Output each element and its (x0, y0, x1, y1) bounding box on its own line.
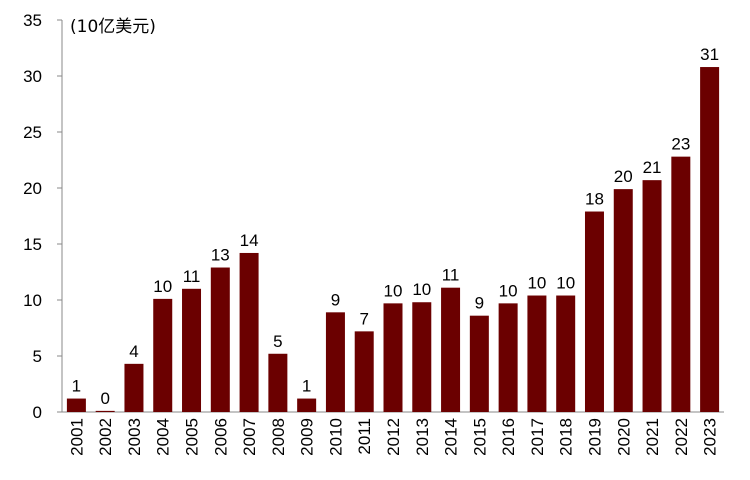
bar-2005 (182, 288, 202, 412)
x-tick-label-2016: 2016 (499, 418, 518, 456)
y-tick-label: 20 (23, 179, 42, 198)
bar-value-label-2006: 13 (211, 246, 230, 265)
y-tick-label: 10 (23, 291, 42, 310)
x-tick-label-2003: 2003 (125, 418, 144, 456)
x-tick-label-2012: 2012 (384, 418, 403, 456)
x-tick-label-2006: 2006 (211, 418, 230, 456)
y-tick-label: 30 (23, 67, 42, 86)
bar-value-label-2017: 10 (527, 274, 546, 293)
bar-2014 (441, 287, 461, 412)
bar-2011 (354, 331, 374, 412)
bar-2021 (642, 180, 662, 412)
bar-value-label-2005: 11 (183, 267, 201, 286)
bar-value-label-2009: 1 (302, 377, 311, 396)
bar-value-label-2002: 0 (100, 389, 109, 408)
bar-value-label-2013: 10 (412, 280, 431, 299)
bar-2013 (412, 302, 432, 412)
x-tick-label-2013: 2013 (413, 418, 432, 456)
bar-value-label-2007: 14 (240, 231, 259, 250)
bar-value-label-2011: 7 (359, 309, 368, 328)
x-tick-label-2019: 2019 (585, 418, 604, 456)
bar-2003 (124, 363, 144, 412)
y-tick-label: 5 (33, 347, 42, 366)
x-tick-label-2017: 2017 (528, 418, 547, 456)
bar-value-label-2020: 20 (614, 167, 633, 186)
bar-2001 (66, 398, 86, 412)
x-tick-label-2021: 2021 (643, 418, 662, 456)
bar-value-label-2019: 18 (585, 190, 604, 209)
bar-value-label-2022: 23 (671, 135, 690, 154)
bar-value-label-2001: 1 (72, 377, 81, 396)
x-tick-label-2015: 2015 (470, 418, 489, 456)
bar-value-label-2023: 31 (700, 45, 719, 64)
x-tick-label-2004: 2004 (154, 418, 173, 456)
bar-2017 (527, 295, 547, 412)
bar-2008 (268, 353, 288, 412)
bar-2016 (498, 303, 518, 412)
bar-2012 (383, 303, 403, 412)
x-axis: 2001 2002 2003 2004 2005 2006 2007 2008 2009 2010… (67, 418, 719, 456)
unit-label: (10亿美元) (70, 17, 156, 37)
bar-2015 (469, 315, 489, 412)
bar-value-label-2008: 5 (273, 332, 282, 351)
bars (66, 67, 720, 412)
bar-2019 (584, 211, 604, 412)
bar-2009 (297, 398, 317, 412)
bar-value-label-2010: 9 (331, 290, 340, 309)
bar-value-label-2003: 4 (129, 342, 138, 361)
x-tick-label-2002: 2002 (96, 418, 115, 456)
bar-2022 (671, 156, 691, 412)
x-tick-label-2018: 2018 (557, 418, 576, 456)
bar-value-label-2016: 10 (499, 281, 518, 300)
x-tick-label-2011: 2011 (355, 418, 374, 455)
x-tick-label-2014: 2014 (442, 418, 461, 456)
x-tick-label-2022: 2022 (672, 418, 691, 456)
bar-2010 (325, 312, 345, 412)
bar-value-label-2021: 21 (643, 158, 662, 177)
y-axis: 0 5 10 15 20 25 30 35 (23, 11, 62, 422)
x-tick-label-2007: 2007 (240, 418, 259, 456)
bar-value-label-2018: 10 (556, 274, 575, 293)
bar-2023 (700, 67, 720, 412)
y-tick-label: 0 (33, 403, 42, 422)
bar-2018 (556, 295, 576, 412)
bar-2007 (239, 252, 259, 412)
bar-2004 (153, 298, 173, 412)
bar-value-label-2015: 9 (475, 294, 484, 313)
bar-value-label-2012: 10 (384, 281, 403, 300)
x-tick-label-2001: 2001 (67, 418, 86, 456)
y-tick-label: 15 (23, 235, 42, 254)
x-tick-label-2008: 2008 (269, 418, 288, 456)
bar-2006 (210, 267, 230, 412)
x-tick-label-2020: 2020 (614, 418, 633, 456)
x-tick-label-2023: 2023 (701, 418, 720, 456)
y-tick-label: 35 (23, 11, 42, 30)
x-tick-label-2009: 2009 (298, 418, 317, 456)
bar-2020 (613, 189, 633, 412)
bar-value-label-2004: 10 (153, 277, 172, 296)
x-tick-label-2010: 2010 (326, 418, 345, 456)
bar-2002 (95, 410, 115, 412)
x-tick-label-2005: 2005 (183, 418, 202, 456)
y-tick-label: 25 (23, 123, 42, 142)
bar-value-label-2014: 11 (442, 266, 460, 285)
